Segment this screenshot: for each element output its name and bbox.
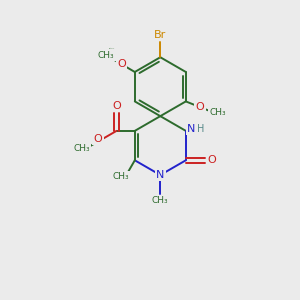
Text: methoxy: methoxy xyxy=(109,47,115,49)
Text: H: H xyxy=(197,124,205,134)
Text: CH₃: CH₃ xyxy=(209,108,226,117)
Text: N: N xyxy=(156,170,164,180)
Text: O: O xyxy=(207,155,216,165)
Text: O: O xyxy=(112,101,121,111)
Text: O: O xyxy=(117,59,126,69)
Text: Br: Br xyxy=(154,30,167,40)
Text: CH₃: CH₃ xyxy=(152,196,169,205)
Text: CH₃: CH₃ xyxy=(74,144,90,153)
Text: CH₃: CH₃ xyxy=(98,51,114,60)
Text: N: N xyxy=(187,124,195,134)
Text: O: O xyxy=(196,102,204,112)
Text: CH₃: CH₃ xyxy=(113,172,129,181)
Text: methyl: methyl xyxy=(108,50,113,52)
Text: O: O xyxy=(94,134,102,143)
